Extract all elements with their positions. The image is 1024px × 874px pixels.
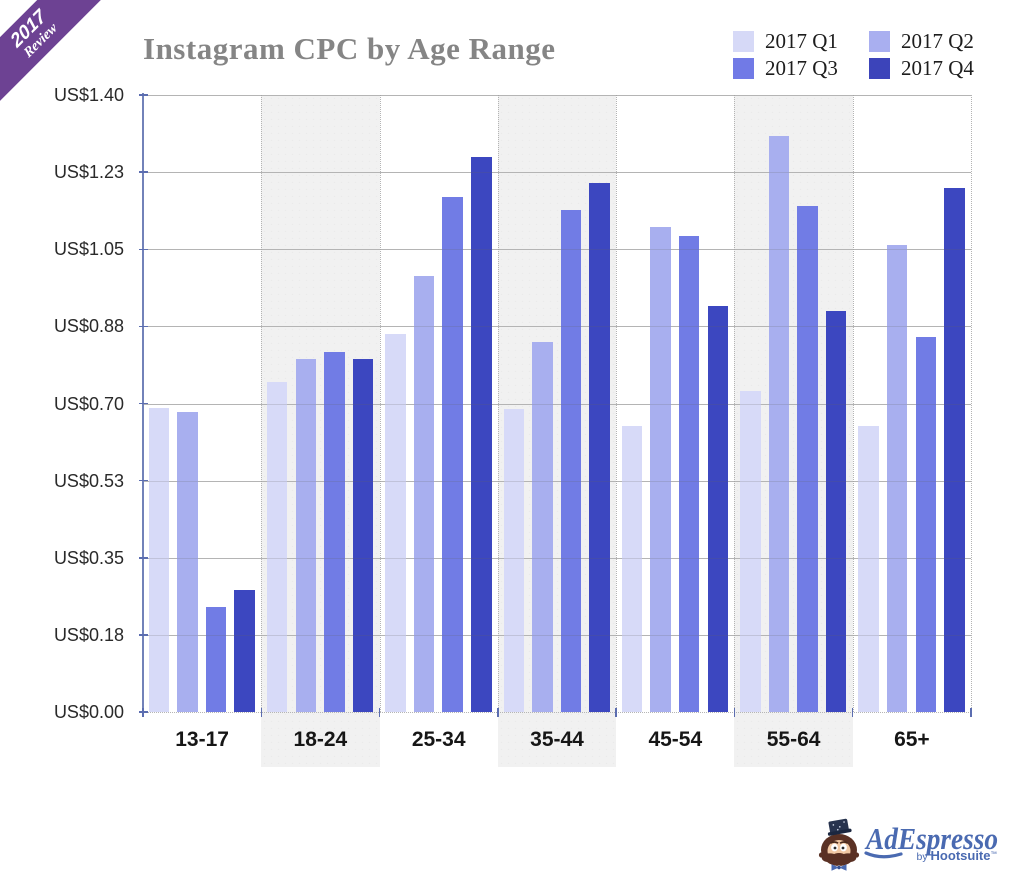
svg-text:by Hootsuite™: by Hootsuite™ [917, 848, 997, 863]
svg-text:AdEspresso: AdEspresso [864, 821, 998, 856]
